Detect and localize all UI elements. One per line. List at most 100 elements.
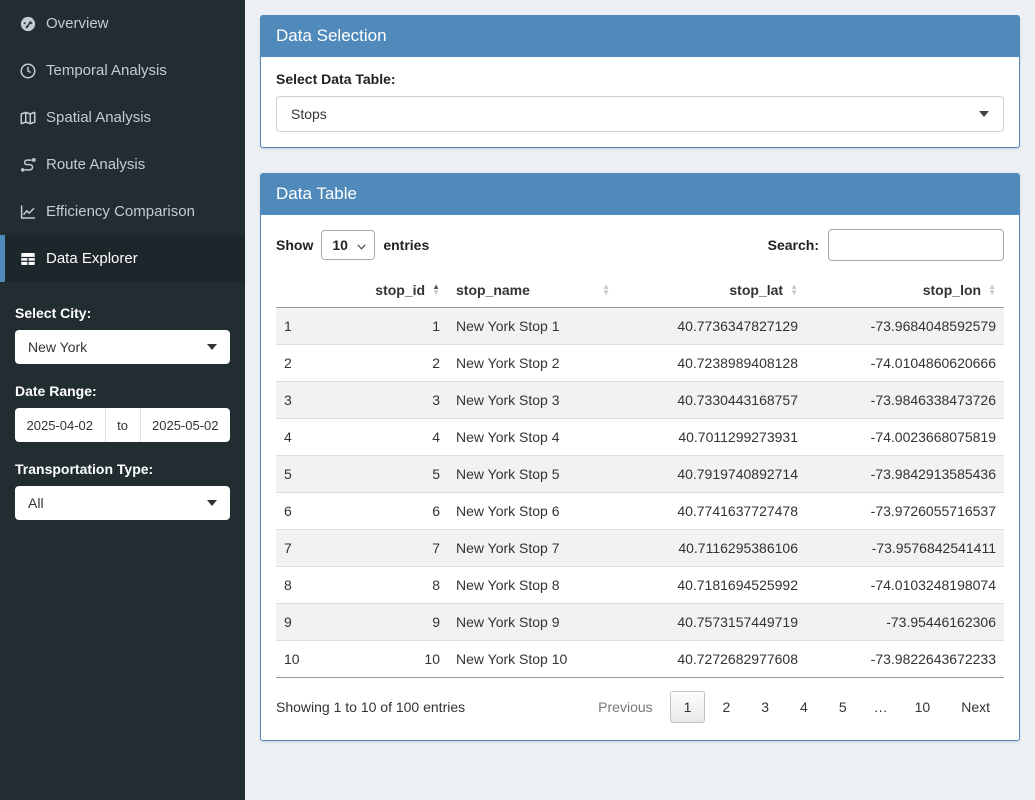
column-header-stop-lat[interactable]: stop_lat ▲ ▼ xyxy=(618,274,806,308)
table-controls: Show 10 entries Search: xyxy=(276,229,1004,261)
cell-stop-lon: -73.9684048592579 xyxy=(870,318,996,334)
table-row: 8 8 New York Stop 8 40.7181694525992 -74… xyxy=(276,566,1004,604)
map-icon xyxy=(19,109,37,127)
data-selection-panel: Data Selection Select Data Table: Stops xyxy=(260,15,1020,148)
sidebar-item-efficiency-comparison[interactable]: Efficiency Comparison xyxy=(0,188,245,235)
cell-stop-id: 10 xyxy=(424,651,440,667)
page-length-control: Show 10 entries xyxy=(276,230,429,260)
cell-rowname: 2 xyxy=(284,355,292,371)
sidebar-item-label: Data Explorer xyxy=(46,250,138,267)
transportation-type-value: All xyxy=(28,495,44,511)
page-button[interactable]: 2 xyxy=(722,699,731,715)
cell-stop-name: New York Stop 8 xyxy=(456,577,560,593)
cell-stop-id: 8 xyxy=(432,577,440,593)
table-header-row: stop_id ▲ ▼ stop_name ▲ ▼ xyxy=(276,274,1004,308)
page-button[interactable]: 10 xyxy=(914,699,931,715)
cell-stop-lon: -74.0023668075819 xyxy=(870,429,996,445)
sort-icon: ▲ ▼ xyxy=(432,282,440,297)
table-icon xyxy=(19,250,37,268)
main-content: Data Selection Select Data Table: Stops … xyxy=(245,0,1035,800)
sidebar-item-label: Spatial Analysis xyxy=(46,109,152,126)
column-header-stop-id[interactable]: stop_id ▲ ▼ xyxy=(366,274,448,308)
transportation-type-select[interactable]: All xyxy=(15,486,230,520)
show-label: Show xyxy=(276,237,314,253)
cell-stop-lon: -73.9842913585436 xyxy=(870,466,996,482)
data-selection-body: Select Data Table: Stops xyxy=(261,57,1019,147)
search-input[interactable] xyxy=(828,229,1004,261)
cell-rowname: 7 xyxy=(284,540,292,556)
date-end-input[interactable] xyxy=(140,408,230,442)
sidebar-item-temporal-analysis[interactable]: Temporal Analysis xyxy=(0,47,245,94)
cell-stop-lat: 40.7573157449719 xyxy=(677,614,798,630)
cell-stop-lon: -74.0103248198074 xyxy=(870,577,996,593)
page-button[interactable]: 3 xyxy=(761,699,770,715)
next-button[interactable]: Next xyxy=(961,699,990,715)
cell-stop-lat: 40.7011299273931 xyxy=(678,429,798,445)
cell-stop-id: 3 xyxy=(432,392,440,408)
sort-icon: ▲ ▼ xyxy=(988,282,996,297)
table-row: 3 3 New York Stop 3 40.7330443168757 -73… xyxy=(276,381,1004,419)
pagination-ellipsis: … xyxy=(873,699,888,715)
table-row: 2 2 New York Stop 2 40.7238989408128 -74… xyxy=(276,344,1004,382)
column-header-stop-name[interactable]: stop_name ▲ ▼ xyxy=(448,274,618,308)
cell-stop-id: 2 xyxy=(432,355,440,371)
cell-stop-lat: 40.7238989408128 xyxy=(677,355,798,371)
column-label: stop_id xyxy=(375,282,426,298)
cell-stop-lat: 40.7919740892714 xyxy=(677,466,798,482)
page-length-select[interactable]: 10 xyxy=(321,230,376,260)
cell-stop-name: New York Stop 3 xyxy=(456,392,560,408)
table-row: 5 5 New York Stop 5 40.7919740892714 -73… xyxy=(276,455,1004,493)
cell-rowname: 10 xyxy=(284,651,300,667)
sidebar-item-label: Overview xyxy=(46,15,109,32)
column-header-stop-lon[interactable]: stop_lon ▲ ▼ xyxy=(806,274,1004,308)
cell-stop-name: New York Stop 10 xyxy=(456,651,568,667)
cell-stop-name: New York Stop 9 xyxy=(456,614,560,630)
date-start-input[interactable] xyxy=(15,408,105,442)
cell-stop-id: 7 xyxy=(432,540,440,556)
date-start-cell xyxy=(15,408,105,442)
data-table-select-value: Stops xyxy=(291,106,327,122)
cell-stop-lat: 40.7736347827129 xyxy=(677,318,798,334)
sidebar-nav: Overview Temporal Analysis Spatial Analy… xyxy=(0,0,245,282)
cell-stop-lat: 40.7181694525992 xyxy=(677,577,798,593)
cell-stop-name: New York Stop 7 xyxy=(456,540,560,556)
data-table-panel: Data Table Show 10 entries xyxy=(260,173,1020,741)
cell-stop-id: 4 xyxy=(432,429,440,445)
search-label: Search: xyxy=(767,237,819,253)
cell-stop-lat: 40.7330443168757 xyxy=(677,392,798,408)
transportation-type-label: Transportation Type: xyxy=(15,461,154,477)
table-row: 1 1 New York Stop 1 40.7736347827129 -73… xyxy=(276,307,1004,345)
sidebar-filters: Select City: New York Date Range: to Tra… xyxy=(0,282,245,520)
data-table-select[interactable]: Stops xyxy=(276,96,1004,132)
page-button-current[interactable]: 1 xyxy=(669,691,706,723)
page-button[interactable]: 5 xyxy=(838,699,847,715)
page-button[interactable]: 4 xyxy=(800,699,808,715)
data-selection-title: Data Selection xyxy=(261,16,1019,57)
cell-stop-lat: 40.7272682977608 xyxy=(677,651,798,667)
city-select[interactable]: New York xyxy=(15,330,230,364)
caret-down-icon xyxy=(207,500,217,506)
sidebar-item-data-explorer[interactable]: Data Explorer xyxy=(0,235,245,282)
city-select-value: New York xyxy=(28,339,88,355)
caret-down-icon xyxy=(979,111,989,117)
cell-stop-name: New York Stop 6 xyxy=(456,503,560,519)
cell-rowname: 8 xyxy=(284,577,292,593)
cell-stop-lon: -73.9822643672233 xyxy=(870,651,996,667)
search-control: Search: xyxy=(768,229,1004,261)
select-data-table-label: Select Data Table: xyxy=(276,71,396,87)
table-row: 7 7 New York Stop 7 40.7116295386106 -73… xyxy=(276,529,1004,567)
pagination: Previous 1 2 3 4 5 … 10 Next xyxy=(581,691,1004,723)
gauge-icon xyxy=(19,15,37,33)
sidebar-item-overview[interactable]: Overview xyxy=(0,0,245,47)
sidebar-item-route-analysis[interactable]: Route Analysis xyxy=(0,141,245,188)
cell-rowname: 1 xyxy=(284,318,292,334)
sidebar: Overview Temporal Analysis Spatial Analy… xyxy=(0,0,245,800)
page-length-value: 10 xyxy=(332,237,348,253)
sidebar-item-label: Route Analysis xyxy=(46,156,146,173)
sidebar-item-spatial-analysis[interactable]: Spatial Analysis xyxy=(0,94,245,141)
cell-stop-name: New York Stop 5 xyxy=(456,466,560,482)
table-row: 4 4 New York Stop 4 40.7011299273931 -74… xyxy=(276,418,1004,456)
cell-rowname: 9 xyxy=(284,614,292,630)
previous-button[interactable]: Previous xyxy=(598,699,653,715)
data-table: stop_id ▲ ▼ stop_name ▲ ▼ xyxy=(276,274,1004,678)
